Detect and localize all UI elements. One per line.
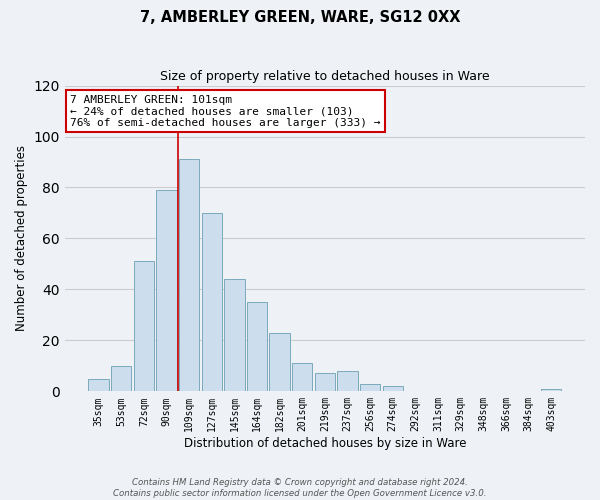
Bar bbox=[383, 386, 403, 392]
Bar bbox=[247, 302, 267, 392]
Bar bbox=[360, 384, 380, 392]
Bar bbox=[111, 366, 131, 392]
Y-axis label: Number of detached properties: Number of detached properties bbox=[15, 146, 28, 332]
Bar bbox=[269, 332, 290, 392]
Bar bbox=[134, 262, 154, 392]
Bar bbox=[88, 378, 109, 392]
Bar bbox=[157, 190, 176, 392]
Text: Contains HM Land Registry data © Crown copyright and database right 2024.
Contai: Contains HM Land Registry data © Crown c… bbox=[113, 478, 487, 498]
Bar bbox=[179, 160, 199, 392]
Bar bbox=[541, 389, 562, 392]
Bar bbox=[202, 213, 222, 392]
Title: Size of property relative to detached houses in Ware: Size of property relative to detached ho… bbox=[160, 70, 490, 83]
Text: 7 AMBERLEY GREEN: 101sqm
← 24% of detached houses are smaller (103)
76% of semi-: 7 AMBERLEY GREEN: 101sqm ← 24% of detach… bbox=[70, 94, 380, 128]
Bar bbox=[224, 279, 245, 392]
Bar bbox=[337, 371, 358, 392]
Text: 7, AMBERLEY GREEN, WARE, SG12 0XX: 7, AMBERLEY GREEN, WARE, SG12 0XX bbox=[140, 10, 460, 25]
Bar bbox=[292, 364, 313, 392]
X-axis label: Distribution of detached houses by size in Ware: Distribution of detached houses by size … bbox=[184, 437, 466, 450]
Bar bbox=[315, 374, 335, 392]
